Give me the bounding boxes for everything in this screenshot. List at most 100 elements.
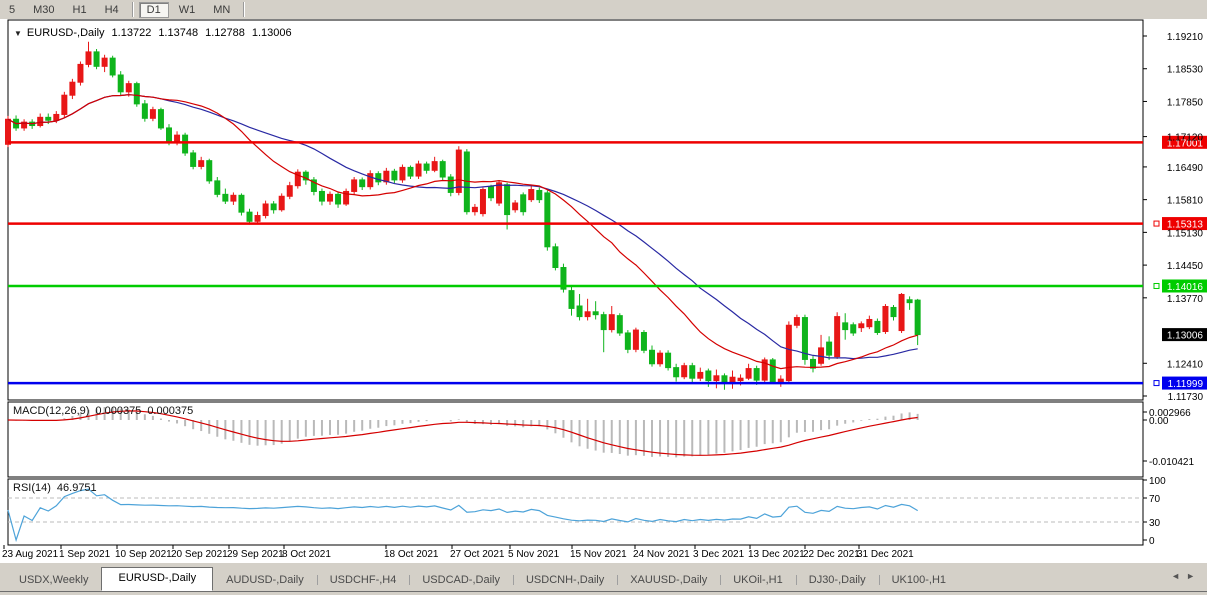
tab-dj30-daily[interactable]: DJ30-,Daily (795, 570, 879, 591)
candle (689, 362, 696, 384)
candle (310, 177, 317, 196)
candle (318, 188, 325, 206)
price-axis-label: 1.15810 (1167, 196, 1204, 207)
tab-scroll-left-icon[interactable]: ◄ (1171, 571, 1187, 581)
candle (117, 71, 124, 96)
candle (471, 203, 478, 216)
timeframe-button-h1[interactable]: H1 (65, 2, 95, 18)
candle (745, 363, 752, 381)
macd-pane[interactable] (7, 401, 1144, 478)
candle (77, 61, 84, 86)
level-badge-1.11999 (1162, 376, 1207, 390)
candle (890, 305, 897, 321)
date-label: 3 Dec 2021 (693, 549, 745, 560)
candle (431, 156, 438, 173)
candle (302, 170, 309, 185)
timeframe-button-m30[interactable]: M30 (25, 2, 62, 18)
symbol-tabs: USDX,Weekly EURUSD-,Daily AUDUSD-,Daily USD… (6, 567, 959, 591)
candle (793, 314, 800, 329)
timeframe-button-d1[interactable]: D1 (138, 1, 169, 18)
candle (375, 171, 382, 186)
symbol-title: EURUSD-,Daily (26, 27, 105, 39)
timeframe-button-w1[interactable]: W1 (171, 2, 204, 18)
candle (399, 164, 406, 183)
candle (286, 181, 293, 200)
candle (592, 301, 599, 320)
level-handle-1.14016[interactable] (1153, 282, 1160, 289)
candle (882, 304, 889, 334)
ohlc-open: 1.13722 (111, 27, 152, 39)
candle (520, 192, 527, 216)
candle (842, 313, 849, 340)
price-pane[interactable] (7, 19, 1144, 401)
current-price-badge (1162, 328, 1207, 342)
chart-canvas[interactable]: 1.17001 1.15313 1.14016 1.11999 1.13006 1.192… (0, 0, 1207, 562)
chart-header: ▼ EURUSD-,Daily 1.13722 1.13748 1.12788 1.130… (14, 27, 292, 39)
tab-uk100-h1[interactable]: UK100-,H1 (878, 570, 959, 591)
date-label: 29 Sep 2021 (227, 549, 284, 560)
price-axis-label: 1.13770 (1167, 294, 1204, 305)
candle (69, 78, 76, 100)
candle (850, 322, 857, 336)
chart-collapse-icon[interactable]: ▼ (14, 29, 22, 38)
date-label: 23 Aug 2021 (2, 549, 59, 560)
rsi-axis-label: 100 (1149, 476, 1166, 487)
candle (801, 314, 808, 365)
candle (343, 188, 350, 206)
timeframe-button-h4[interactable]: H4 (97, 2, 127, 18)
tab-scroll-right-icon[interactable]: ► (1186, 571, 1201, 581)
tab-usdcad-daily[interactable]: USDCAD-,Daily (409, 570, 513, 591)
tab-usdcnh-daily[interactable]: USDCNH-,Daily (512, 570, 617, 591)
tab-audusd-daily[interactable]: AUDUSD-,Daily (226, 574, 304, 586)
date-label: 15 Nov 2021 (570, 549, 627, 560)
candle (769, 357, 776, 384)
level-badge-1.15313 (1162, 217, 1207, 231)
candle (262, 200, 269, 219)
candle (190, 150, 197, 170)
toolbar-separator (243, 2, 246, 17)
current-price-text: 1.13006 (1167, 331, 1204, 342)
price-axis-label: 1.19210 (1167, 32, 1204, 43)
candle (230, 192, 237, 205)
tab-usdchf-h4[interactable]: USDCHF-,H4 (316, 570, 410, 591)
rsi-value: 46.9751 (56, 482, 97, 494)
macd-axis-label: 0.00 (1149, 416, 1169, 427)
candle (906, 296, 913, 310)
level-badge-text: 1.14016 (1167, 282, 1204, 293)
price-axis-label: 1.16490 (1167, 163, 1204, 174)
candle (568, 286, 575, 316)
timeframe-button-5[interactable]: 5 (1, 2, 23, 18)
price-axis-label: 1.14450 (1167, 261, 1204, 272)
candle (93, 48, 100, 70)
candle (753, 365, 760, 385)
candle (858, 321, 865, 332)
candle (624, 330, 631, 354)
candle (826, 336, 833, 360)
timeframe-button-mn[interactable]: MN (205, 2, 238, 18)
tab-ukoil-h1[interactable]: UKOil-,H1 (720, 570, 796, 591)
macd-histogram (15, 407, 919, 458)
price-axis-label: 1.17120 (1167, 133, 1204, 144)
candle (697, 367, 704, 382)
tab-eurusd-daily[interactable]: EURUSD-,Daily (101, 567, 214, 591)
candle (327, 191, 333, 205)
candle (600, 311, 607, 353)
tab-scroll-controls: ◄► (1171, 571, 1201, 581)
candle (504, 182, 511, 230)
tab-usdx-weekly[interactable]: USDX,Weekly (19, 574, 89, 586)
toolbar-separator (131, 2, 134, 17)
candle (294, 169, 301, 189)
candle (391, 168, 398, 184)
tab-xauusd-daily[interactable]: XAUUSD-,Daily (617, 570, 720, 591)
candle (479, 187, 486, 217)
ohlc-high: 1.13748 (158, 27, 199, 39)
level-badge-1.14016 (1162, 279, 1207, 293)
level-handle-1.15313[interactable] (1153, 220, 1160, 227)
price-axis-label: 1.17850 (1167, 97, 1204, 108)
candle (632, 327, 639, 353)
candle (254, 211, 261, 224)
level-handle-1.11999[interactable] (1153, 380, 1160, 387)
candle (367, 170, 374, 190)
rsi-line (7, 488, 919, 543)
date-label: 5 Nov 2021 (508, 549, 560, 560)
